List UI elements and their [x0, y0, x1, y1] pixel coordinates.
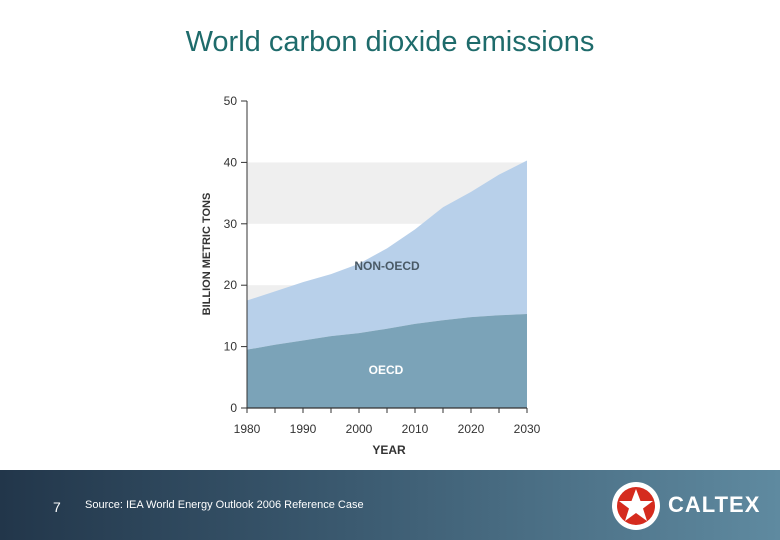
slide-title: World carbon dioxide emissions — [185, 26, 595, 58]
caltex-star-logo-icon — [612, 482, 660, 530]
x-tick-label: 2010 — [402, 422, 429, 436]
series-label-oecd: OECD — [369, 363, 404, 377]
page-number: 7 — [53, 499, 61, 515]
non-oecd-area — [247, 160, 527, 350]
y-tick-label: 50 — [224, 94, 238, 108]
y-tick-label: 30 — [224, 217, 238, 231]
y-tick-label: 10 — [224, 340, 238, 354]
x-tick-label: 2020 — [458, 422, 485, 436]
oecd-area — [247, 314, 527, 408]
x-axis-title: YEAR — [372, 443, 406, 457]
footer-bar: 7 Source: IEA World Energy Outlook 2006 … — [0, 470, 780, 540]
y-tick-label: 40 — [224, 155, 238, 169]
x-tick-label: 1980 — [234, 422, 261, 436]
x-tick-label: 1990 — [290, 422, 317, 436]
y-axis-title: BILLION METRIC TONS — [201, 193, 213, 316]
series-label-non-oecd: NON-OECD — [354, 259, 420, 273]
brand-wordmark: CALTEX — [668, 492, 761, 517]
y-tick-label: 20 — [224, 278, 238, 292]
x-tick-label: 2000 — [346, 422, 373, 436]
y-tick-label: 0 — [230, 401, 237, 415]
source-note: Source: IEA World Energy Outlook 2006 Re… — [85, 499, 364, 511]
x-tick-label: 2030 — [514, 422, 541, 436]
